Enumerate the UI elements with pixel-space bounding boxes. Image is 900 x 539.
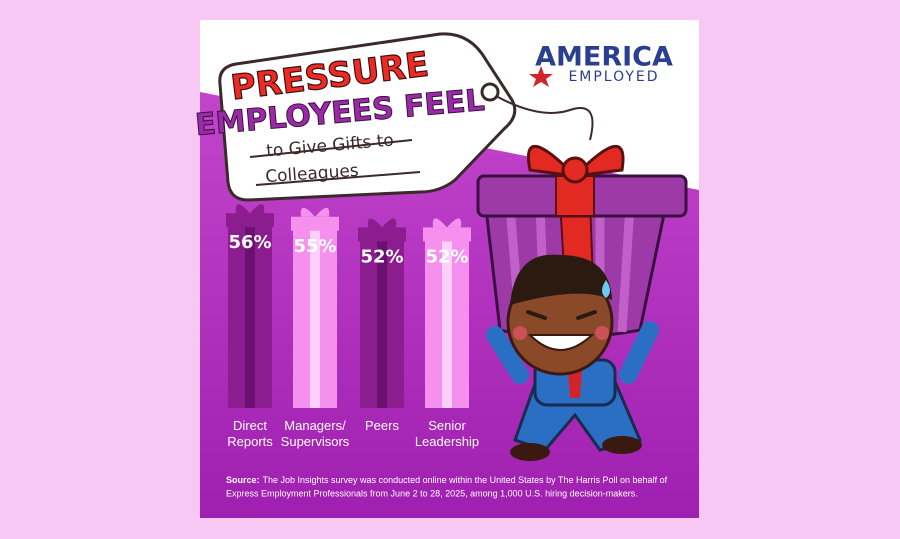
value-label: 52% — [425, 246, 468, 267]
value-label: 52% — [360, 246, 403, 267]
source-label: Source: — [226, 475, 260, 485]
source-note-line2: Express Employment Professionals from Ju… — [226, 488, 638, 498]
bar-ribbon — [377, 239, 387, 408]
bar-lid — [291, 216, 339, 231]
category-label: Senior Leadership — [415, 418, 479, 449]
bar-bow — [432, 218, 462, 228]
source-text: The Job Insights survey was conducted on… — [263, 475, 668, 485]
bar-bow — [367, 218, 397, 228]
bar-lid — [358, 227, 406, 242]
bar-ribbon — [310, 228, 320, 408]
tag — [218, 32, 594, 202]
bar-lid — [423, 227, 471, 242]
bar-bow — [235, 204, 265, 214]
category-label: Direct Reports — [227, 418, 273, 449]
brand-star — [529, 66, 553, 87]
brand-line1: AMERICA — [535, 42, 673, 73]
character-illustration — [476, 144, 688, 461]
category-label: Managers/Supervisors — [281, 418, 350, 449]
category-label: Peers — [365, 418, 399, 433]
bar-lid — [226, 213, 274, 228]
value-label: 56% — [228, 232, 271, 253]
brand-line2: EMPLOYED — [568, 69, 659, 85]
bar-ribbon — [245, 225, 255, 408]
value-label: 55% — [293, 236, 336, 257]
bar-bow — [300, 207, 330, 217]
bar-ribbon — [442, 239, 452, 408]
source-note: Source: The Job Insights survey was condu… — [226, 475, 668, 485]
